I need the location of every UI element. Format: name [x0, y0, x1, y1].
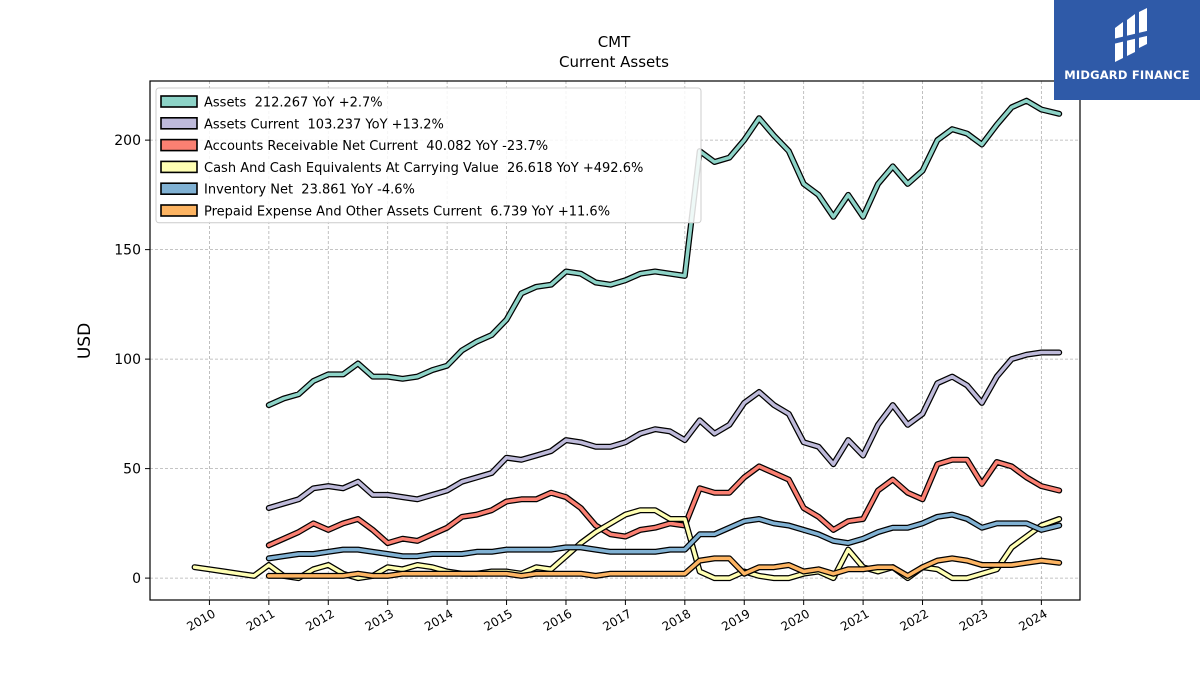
- series-line: [267, 98, 1061, 407]
- x-tick-label: 2024: [1016, 606, 1049, 633]
- series-line: [267, 556, 1061, 578]
- y-tick-label: 100: [114, 352, 141, 368]
- chart-title: CMT: [598, 33, 631, 51]
- legend-swatch: [160, 160, 198, 174]
- series-line: [267, 350, 1061, 510]
- y-tick-label: 150: [114, 243, 141, 259]
- legend-entry: Assets Current 103.237 YoY +13.2%: [204, 117, 444, 132]
- y-axis-ticks: 0 50 100 150 200: [114, 133, 150, 587]
- x-tick-label: 2020: [779, 606, 812, 633]
- legend-entry: Assets 212.267 YoY +2.7%: [204, 96, 383, 111]
- x-tick-label: 2023: [957, 606, 990, 633]
- legend-entry: Inventory Net 23.861 YoY -4.6%: [204, 183, 415, 198]
- legend: Assets 212.267 YoY +2.7% Assets Current 1…: [155, 87, 702, 224]
- series-2: [265, 349, 1063, 511]
- x-tick-label: 2015: [482, 606, 515, 633]
- legend-swatch: [160, 138, 198, 152]
- midgard-logo-icon: [1109, 8, 1151, 62]
- legend-entry: Cash And Cash Equivalents At Carrying Va…: [204, 161, 643, 176]
- x-tick-label: 2019: [719, 606, 752, 633]
- x-tick-label: 2011: [244, 606, 277, 633]
- legend-swatch: [160, 95, 198, 108]
- x-tick-label: 2018: [660, 606, 693, 633]
- logo-text: MIDGARD FINANCE: [1064, 68, 1190, 82]
- legend-box: [155, 87, 702, 224]
- legend-swatch: [160, 117, 198, 130]
- plot-frame: [149, 80, 1081, 601]
- x-tick-label: 2014: [422, 606, 455, 633]
- x-tick-label: 2017: [600, 606, 633, 633]
- midgard-logo: MIDGARD FINANCE: [1054, 0, 1200, 100]
- series-line: [267, 512, 1061, 561]
- series-line: [267, 458, 1061, 548]
- x-tick-label: 2016: [541, 606, 574, 633]
- x-tick-label: 2010: [184, 606, 217, 633]
- x-tick-label: 2022: [897, 606, 930, 633]
- x-tick-label: 2021: [838, 606, 871, 633]
- legend-entry: Prepaid Expense And Other Assets Current…: [204, 205, 610, 220]
- x-tick-label: 2012: [303, 606, 336, 633]
- series-5: [265, 511, 1063, 562]
- legend-swatch: [160, 182, 198, 195]
- y-tick-label: 200: [114, 133, 141, 149]
- series-6: [265, 555, 1063, 579]
- y-tick-label: 0: [132, 571, 141, 587]
- legend-entry: Accounts Receivable Net Current 40.082 Y…: [204, 139, 548, 154]
- x-axis-ticks: 2010 2011 2012 2013 2014 2015 2016 2017 2018 2019…: [184, 600, 1050, 634]
- legend-swatch: [160, 204, 198, 217]
- series-1: [265, 97, 1063, 409]
- x-tick-label: 2013: [363, 606, 396, 633]
- y-tick-label: 50: [123, 462, 141, 478]
- series-3: [265, 456, 1063, 549]
- chart-subtitle: Current Assets: [559, 53, 669, 71]
- y-axis-label: USD: [75, 323, 95, 359]
- series-lines: [191, 97, 1063, 582]
